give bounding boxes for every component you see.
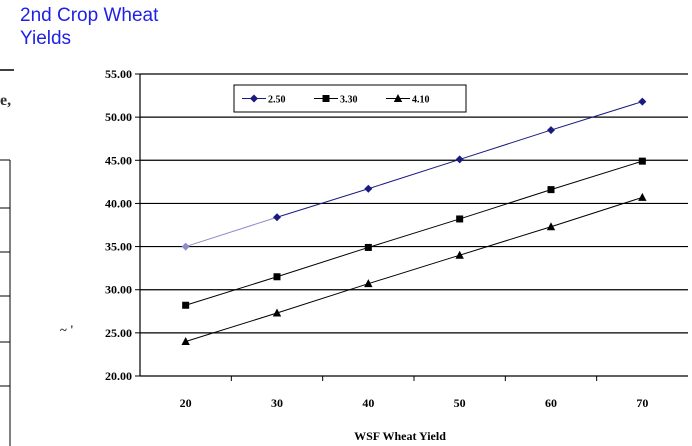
data-point xyxy=(273,273,281,281)
data-point xyxy=(455,155,464,164)
y-tick-label: 35.00 xyxy=(105,240,132,254)
x-axis-title: WSF Wheat Yield xyxy=(354,429,446,443)
series-line-3-30 xyxy=(185,160,643,306)
legend-marker xyxy=(250,94,258,103)
legend-box xyxy=(233,84,467,113)
data-point xyxy=(364,243,372,251)
series-line-4-10 xyxy=(185,196,643,342)
x-tick-label: 60 xyxy=(545,396,557,410)
title-line-1: 2nd Crop Wheat xyxy=(20,5,159,26)
x-tick-label: 30 xyxy=(271,396,283,410)
x-tick-label: 50 xyxy=(454,396,466,410)
data-point xyxy=(547,186,555,194)
legend-marker xyxy=(322,95,330,102)
data-point xyxy=(181,242,190,251)
legend-label: 2.50 xyxy=(268,95,286,106)
x-tick-label: 40 xyxy=(362,396,374,410)
data-point xyxy=(181,336,190,345)
x-tick-label: 20 xyxy=(180,396,192,410)
data-point xyxy=(638,192,647,201)
y-tick-label: 25.00 xyxy=(105,326,132,340)
data-point xyxy=(547,126,555,135)
data-point xyxy=(456,215,464,223)
edge-fragment-top: e, xyxy=(0,92,12,109)
legend-label: 3.30 xyxy=(340,95,358,106)
y-tick-label: 55.00 xyxy=(105,67,132,81)
y-tick-label: 45.00 xyxy=(105,153,132,167)
data-point xyxy=(638,157,646,165)
y-tick-label: 20.00 xyxy=(105,369,132,383)
title-line-2: Yields xyxy=(20,28,72,49)
series-line-2-50-segment xyxy=(185,216,278,248)
y-tick-label: 40.00 xyxy=(105,196,132,210)
data-point xyxy=(455,250,464,259)
legend-label: 4.10 xyxy=(412,95,430,106)
y-tick-label: 30.00 xyxy=(105,283,132,297)
x-tick-label: 70 xyxy=(636,396,648,410)
edge-fragment-middle: ~ ' xyxy=(60,322,74,337)
data-point xyxy=(638,97,647,106)
legend-marker xyxy=(393,94,403,102)
data-point xyxy=(272,308,282,317)
chart-title: 2nd Crop Wheat Yields xyxy=(20,4,260,50)
data-point xyxy=(273,213,281,222)
data-point xyxy=(546,222,556,231)
data-point xyxy=(364,184,373,193)
y-tick-label: 50.00 xyxy=(105,110,132,124)
data-point xyxy=(364,279,373,288)
data-point xyxy=(182,301,190,309)
